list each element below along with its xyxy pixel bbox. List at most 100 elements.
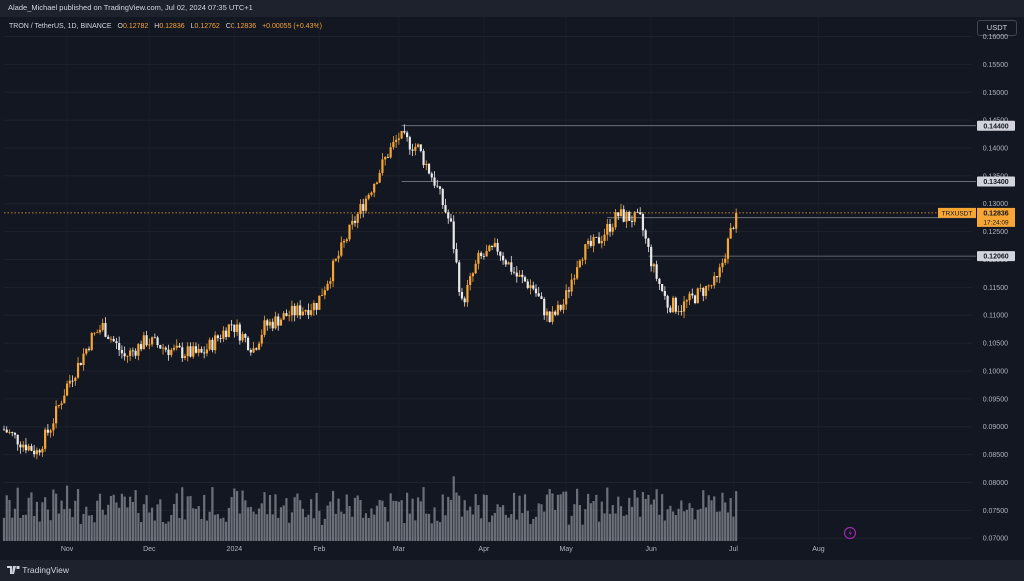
candle	[194, 346, 198, 353]
volume-bar	[200, 518, 203, 541]
volume-bar	[65, 485, 69, 541]
candle	[556, 304, 560, 315]
countdown-label: 17:24:09	[983, 219, 1009, 226]
volume-bar	[501, 505, 505, 541]
candle	[296, 305, 299, 316]
volume-bar	[537, 503, 540, 541]
low-value: 0.12762	[194, 23, 220, 30]
price-axis[interactable]: 0.160000.155000.150000.145000.140000.135…	[983, 34, 1008, 543]
candle	[419, 144, 422, 151]
volume-bar	[315, 492, 318, 541]
candle	[400, 130, 403, 139]
candle	[266, 320, 269, 326]
volume-bar	[425, 513, 428, 541]
volume-bar	[282, 505, 285, 541]
price-chart[interactable]: 0.160000.155000.150000.145000.140000.135…	[0, 0, 1024, 560]
volume-bar	[203, 494, 206, 541]
candle	[521, 274, 524, 278]
candle	[592, 236, 595, 246]
volume-bar	[416, 497, 420, 541]
volume-bar	[644, 498, 647, 541]
candle	[622, 209, 625, 222]
volume-bar	[447, 496, 450, 541]
candle	[466, 284, 469, 303]
candle	[699, 288, 702, 289]
candle	[367, 194, 370, 199]
volume-bar	[241, 490, 244, 541]
candle	[611, 227, 614, 232]
candle	[293, 305, 296, 316]
currency-button[interactable]: USDT	[977, 20, 1017, 36]
volume-bar	[619, 506, 623, 541]
alert-icon[interactable]	[843, 526, 857, 540]
volume-bar	[268, 495, 272, 541]
candle	[724, 258, 727, 263]
candle	[715, 276, 719, 278]
volume-bar	[589, 503, 592, 541]
volume-bar	[301, 508, 305, 541]
volume-bar	[732, 516, 735, 541]
candle	[595, 236, 598, 238]
volume-bar	[696, 509, 699, 541]
volume-bar	[669, 505, 672, 541]
volume-bar	[109, 496, 113, 541]
candle	[44, 429, 47, 449]
time-axis[interactable]: Nov Dec 2024 Feb Mar Apr May Jun Jul Aug	[61, 546, 825, 553]
candle	[441, 188, 444, 206]
candle	[471, 273, 475, 277]
candle	[115, 341, 118, 344]
volume-bar	[559, 494, 562, 541]
volume-bar	[351, 516, 354, 541]
candle	[181, 347, 184, 359]
candle	[652, 264, 656, 267]
price-tick-label: 0.12500	[983, 229, 1008, 236]
volume-bar	[329, 501, 332, 541]
candle	[534, 288, 538, 294]
candle	[233, 324, 236, 332]
volume-bar	[52, 489, 55, 541]
volume-bar	[518, 495, 521, 541]
volume-bar	[375, 505, 379, 541]
volume-bar	[68, 508, 71, 541]
candle	[630, 220, 634, 222]
volume-bar	[326, 505, 329, 541]
candle	[474, 263, 477, 274]
candle	[342, 240, 346, 243]
volume-bar	[364, 513, 368, 541]
candle	[449, 218, 453, 222]
candle	[49, 430, 52, 433]
volume-bar	[137, 512, 140, 541]
volume-bar	[400, 500, 403, 541]
volume-bar	[543, 511, 546, 541]
candle	[501, 255, 505, 261]
candle	[320, 295, 324, 297]
candle	[255, 348, 258, 350]
candle	[197, 348, 200, 353]
candle	[570, 279, 573, 292]
symbol-title[interactable]: TRON / TetherUS, 1D, BINANCE	[9, 23, 112, 30]
volume-bar	[312, 518, 315, 541]
time-tick-label: Feb	[313, 546, 325, 553]
volume-bar	[57, 513, 60, 541]
volume-bar	[260, 503, 263, 541]
volume-bar	[359, 500, 362, 541]
candle	[307, 310, 310, 315]
candle	[252, 348, 255, 353]
volume-bar	[288, 522, 291, 541]
candle	[589, 240, 592, 246]
volume-bar	[595, 494, 598, 541]
candle	[389, 147, 392, 158]
close-label: C	[225, 23, 231, 30]
candle	[540, 296, 543, 299]
volume-bar	[16, 487, 19, 541]
tradingview-logo[interactable]: TradingView	[7, 565, 69, 575]
volume-bar	[63, 509, 66, 541]
volume-bar	[485, 495, 488, 541]
candle	[299, 305, 302, 316]
volume-bar	[395, 500, 398, 541]
volume-bar	[331, 490, 335, 541]
candle	[85, 348, 88, 354]
price-tick-label: 0.14000	[983, 146, 1008, 153]
time-tick-label: Mar	[393, 546, 406, 553]
candle	[19, 444, 22, 448]
